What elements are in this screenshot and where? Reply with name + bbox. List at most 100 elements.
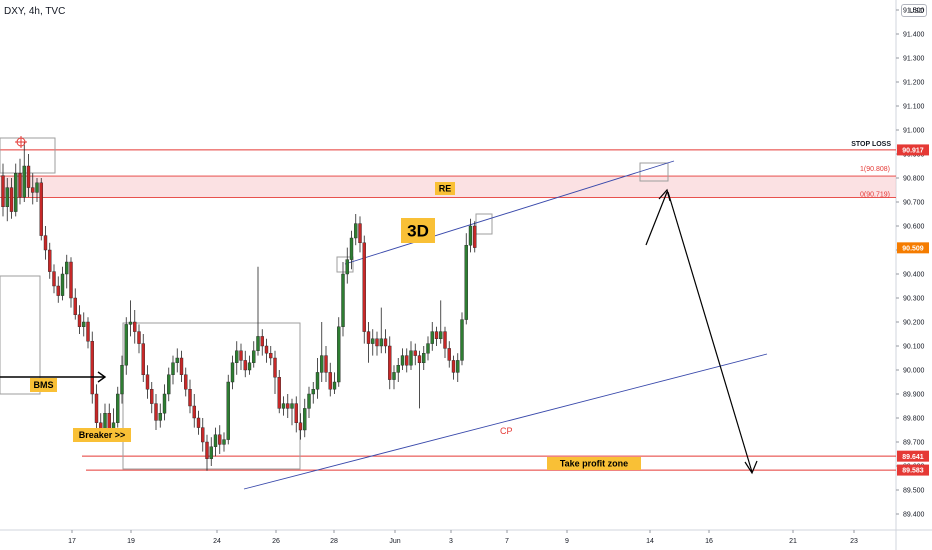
- candle: [167, 367, 171, 402]
- candle-body: [162, 393, 167, 414]
- take-profit-label: Take profit zone: [560, 459, 628, 469]
- candle: [120, 355, 124, 404]
- candle: [328, 362, 332, 397]
- candle: [239, 343, 243, 370]
- candle: [9, 178, 14, 219]
- candle: [158, 403, 162, 428]
- y-tick-label: 91.100: [903, 104, 925, 111]
- candle: [379, 307, 383, 354]
- three-d-label: 3D: [407, 222, 429, 241]
- candle-body: [192, 405, 196, 419]
- candle: [192, 394, 196, 428]
- candle-body: [116, 393, 120, 423]
- x-tick-label: 9: [565, 538, 569, 545]
- x-tick-label: 14: [646, 538, 654, 545]
- candle-body: [86, 321, 90, 342]
- candle: [69, 257, 73, 308]
- candle-body: [77, 314, 82, 327]
- candle: [141, 334, 145, 382]
- y-tick-label: 90.700: [903, 200, 925, 207]
- candle: [307, 386, 311, 418]
- candle-body: [196, 417, 201, 428]
- candle: [52, 264, 56, 294]
- candle-body: [243, 360, 247, 371]
- candle-body: [392, 372, 396, 380]
- candle-body: [230, 362, 235, 383]
- candle-body: [443, 331, 447, 349]
- y-tick-label: 90.300: [903, 296, 925, 303]
- candle: [417, 350, 422, 409]
- projection-down-line: [667, 191, 753, 473]
- candle: [277, 370, 281, 414]
- candle: [247, 355, 252, 375]
- candle-body: [60, 273, 65, 296]
- breaker-label: Breaker >>: [79, 430, 126, 440]
- candle-body: [375, 338, 379, 347]
- y-tick-label: 90.000: [903, 368, 925, 375]
- candle: [226, 374, 230, 445]
- candle-body: [43, 235, 48, 251]
- take-profit-label-bg: [547, 457, 641, 470]
- candle: [341, 262, 345, 337]
- candle-body: [128, 321, 133, 325]
- candle: [18, 158, 22, 205]
- candle-body: [150, 389, 154, 404]
- candle: [362, 235, 366, 344]
- candle-body: [205, 441, 209, 459]
- y-tick-label: 91.400: [903, 32, 925, 39]
- candle: [133, 310, 137, 344]
- candle-body: [422, 353, 426, 364]
- candle-body: [73, 297, 77, 315]
- candle: [349, 230, 354, 270]
- candle: [430, 322, 434, 351]
- candle-body: [324, 355, 328, 373]
- candle-body: [269, 353, 273, 359]
- candle: [447, 341, 451, 368]
- candle: [468, 218, 473, 253]
- re-label-bg: [435, 182, 455, 195]
- cp-label: CP: [500, 426, 513, 436]
- candle: [162, 384, 167, 421]
- candle-body: [209, 446, 213, 459]
- candle-body: [396, 365, 400, 373]
- candle-body: [405, 355, 409, 366]
- three-d-label-bg: [401, 218, 435, 243]
- candle-body: [379, 338, 383, 347]
- candle-body: [311, 389, 315, 395]
- y-tick-label: 91.200: [903, 80, 925, 87]
- candle: [48, 242, 52, 279]
- candle: [439, 300, 443, 344]
- candle: [315, 358, 320, 399]
- candle-body: [451, 360, 456, 373]
- candle: [35, 178, 39, 202]
- candle-body: [298, 422, 303, 431]
- candle: [201, 418, 205, 452]
- point-box-1: [336, 256, 354, 273]
- candle-body: [439, 331, 443, 340]
- consolidation-box: [122, 322, 301, 470]
- candle: [154, 394, 158, 430]
- x-tick-label: Jun: [389, 538, 400, 545]
- candle: [60, 266, 65, 301]
- candle: [86, 317, 90, 349]
- candle-body: [303, 408, 307, 431]
- y-tick-label: 89.800: [903, 416, 925, 423]
- currency-button[interactable]: USD: [901, 4, 927, 17]
- candle-body: [460, 319, 464, 361]
- candle-body: [94, 393, 99, 423]
- stop-loss-label: STOP LOSS: [851, 141, 891, 148]
- candle-body: [239, 350, 243, 361]
- candle: [320, 322, 324, 382]
- candle: [205, 434, 209, 471]
- candle: [269, 346, 273, 366]
- candle-body: [141, 343, 145, 376]
- candle-body: [69, 261, 73, 299]
- candle: [14, 163, 18, 217]
- candle: [235, 341, 239, 375]
- candle-body: [22, 165, 26, 198]
- candle-body: [286, 403, 290, 409]
- candle-body: [218, 434, 222, 445]
- candle-body: [26, 165, 31, 188]
- candle: [124, 317, 128, 375]
